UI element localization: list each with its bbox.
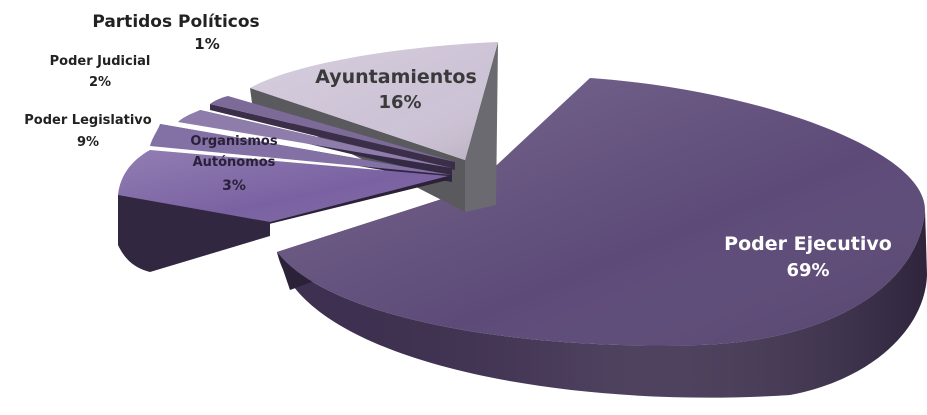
- label-partidos-politicos: Partidos Políticos: [92, 12, 259, 32]
- slice-poder-legislativo-side: [118, 195, 270, 272]
- label-poder-judicial-pct: 2%: [89, 75, 111, 90]
- label-organismos-autonomos-pct: 3%: [222, 178, 246, 194]
- label-organismos-autonomos-line1: Organismos: [190, 134, 277, 149]
- slice-labels: Poder Ejecutivo 69% Ayuntamientos 16% Pa…: [24, 12, 892, 281]
- label-poder-judicial: Poder Judicial: [50, 54, 151, 69]
- slice-poder-judicial-top: [178, 110, 452, 168]
- label-organismos-autonomos-line2: Autónomos: [193, 155, 276, 170]
- slice-organismos-autonomos: [150, 124, 452, 182]
- slice-poder-legislativo: [118, 150, 448, 272]
- slice-organismos-autonomos-top: [150, 124, 452, 175]
- label-partidos-politicos-pct: 1%: [194, 35, 219, 53]
- label-poder-legislativo: Poder Legislativo: [24, 113, 151, 128]
- label-poder-ejecutivo: Poder Ejecutivo: [724, 233, 892, 255]
- slice-poder-ejecutivo: [277, 78, 927, 398]
- slice-partidos-politicos-top: [210, 96, 455, 162]
- label-ayuntamientos-pct: 16%: [378, 92, 421, 113]
- label-ayuntamientos: Ayuntamientos: [315, 66, 477, 88]
- label-poder-legislativo-pct: 9%: [77, 135, 99, 150]
- label-poder-ejecutivo-pct: 69%: [786, 260, 829, 281]
- slice-poder-judicial: [178, 110, 452, 178]
- slice-partidos-politicos: [210, 96, 455, 170]
